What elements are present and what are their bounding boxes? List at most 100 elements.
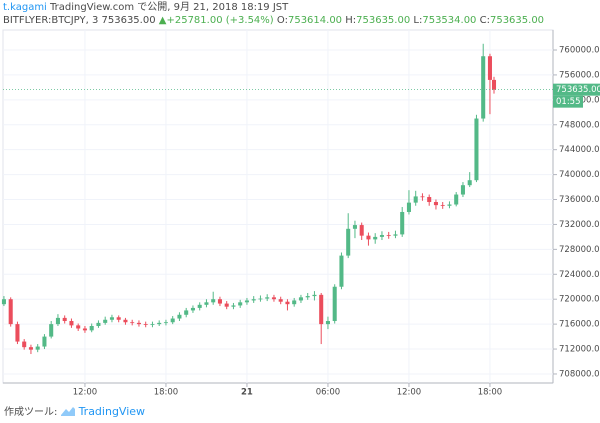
candle-body (258, 298, 263, 300)
candle-body (474, 118, 479, 181)
price-tag (553, 83, 600, 96)
last: 753635.00 (101, 15, 156, 26)
candle-body (190, 307, 195, 311)
candle-body (305, 296, 310, 298)
candle-body (238, 302, 243, 306)
publish-line: t.kagami TradingView.com で公開, 9月 21, 201… (3, 1, 544, 14)
candle-body (379, 235, 384, 237)
change-arrow: ▲ (158, 15, 167, 26)
x-tick-label: 12:00 (397, 388, 422, 398)
o-value: 753614.00 (287, 15, 343, 26)
tv-logo (60, 407, 75, 416)
candle-body (69, 321, 74, 326)
chart: 708000.00 712000.00 716000.00 720000.00 7240… (1, 29, 600, 398)
candle-body (224, 303, 229, 307)
y-tick-label: 732000.00 (559, 220, 600, 230)
candle-body (49, 324, 54, 337)
candle-body (76, 325, 81, 329)
candle-body (427, 197, 432, 203)
candle-body (197, 304, 202, 308)
y-tick-label: 740000.00 (559, 170, 600, 180)
x-tick-label: 06:00 (316, 388, 341, 398)
candle-body (22, 341, 27, 348)
candle-body (491, 79, 497, 90)
candle-body (373, 236, 378, 240)
candle-body (62, 317, 67, 322)
candle-body (298, 297, 303, 301)
candle-body (1, 299, 6, 305)
candle-body (103, 319, 108, 323)
candle-body (15, 324, 20, 342)
countdown-tag (553, 95, 583, 108)
y-tick-label: 748000.00 (559, 120, 600, 130)
candle-body (319, 294, 324, 325)
candle-body (400, 211, 405, 235)
x-tick-label: 18:00 (478, 388, 503, 398)
candle-body (339, 255, 344, 287)
candle-body (325, 321, 330, 325)
c-value: 753635.00 (489, 15, 545, 26)
candle-body (244, 300, 249, 303)
candle-body (42, 336, 47, 347)
x-tick-label: 12:00 (73, 388, 98, 398)
candle-body (447, 204, 452, 206)
countdown-label: 01:55 (556, 97, 581, 107)
candle-body (177, 314, 182, 319)
candle-body (386, 235, 391, 236)
candle-body (271, 297, 276, 300)
candle-body (332, 286, 337, 322)
candle-body (454, 194, 459, 205)
price-tag-label: 753635.00 (556, 85, 600, 95)
candle-body (89, 325, 94, 331)
candle-body (278, 299, 283, 302)
y-tick-label: 720000.00 (559, 295, 600, 305)
candle-body (433, 202, 438, 206)
candle-body (35, 346, 40, 350)
brand[interactable]: TradingView (78, 405, 146, 418)
candle-body (292, 300, 297, 305)
candle-body (265, 297, 270, 299)
candle-body (420, 196, 425, 198)
o-label: O: (276, 15, 288, 26)
y-tick-label: 724000.00 (559, 270, 600, 280)
header: t.kagami TradingView.com で公開, 9月 21, 201… (3, 1, 544, 27)
candle-body (467, 180, 472, 186)
published: TradingView.com で公開, 9月 21, 2018 18:19 J… (50, 2, 289, 13)
symbol: BITFLYER:BTCJPY, 3 (3, 15, 99, 26)
y-tick-label: 728000.00 (559, 245, 600, 255)
l-label: L: (413, 15, 423, 26)
candle-body (487, 56, 492, 80)
candle-body (82, 328, 87, 331)
candle-body (231, 305, 236, 307)
candle-body (251, 299, 256, 301)
y-tick-label: 716000.00 (559, 320, 600, 330)
l-value: 753534.00 (422, 15, 477, 26)
author[interactable]: t.kagami (3, 2, 47, 13)
y-tick-label: 744000.00 (559, 145, 600, 155)
candle-body (8, 299, 13, 325)
h-label: H: (345, 15, 357, 26)
candle-body (440, 205, 445, 206)
candle-body (413, 196, 418, 203)
y-tick-label: 760000.00 (559, 45, 600, 55)
c-label: C: (479, 15, 490, 26)
candle-body (55, 317, 60, 325)
candle-body (481, 56, 486, 119)
change: +25781.00 (+3.54%) (166, 15, 274, 26)
candle-body (130, 322, 135, 324)
candle-body (28, 347, 33, 350)
candle-body (163, 322, 168, 324)
candle-body (123, 319, 128, 323)
candle-body (157, 322, 162, 325)
candle-body (312, 294, 317, 297)
footer: 作成ツール: TradingView (4, 403, 145, 418)
y-tick-label: 756000.00 (559, 70, 600, 80)
candle-body (184, 310, 189, 315)
y-tick-label: 736000.00 (559, 195, 600, 205)
candle-body (109, 317, 114, 320)
h-value: 753635.00 (356, 15, 411, 26)
y-tick-label: 708000.00 (559, 369, 600, 379)
candle-body (359, 225, 364, 236)
candle-body (143, 324, 148, 325)
